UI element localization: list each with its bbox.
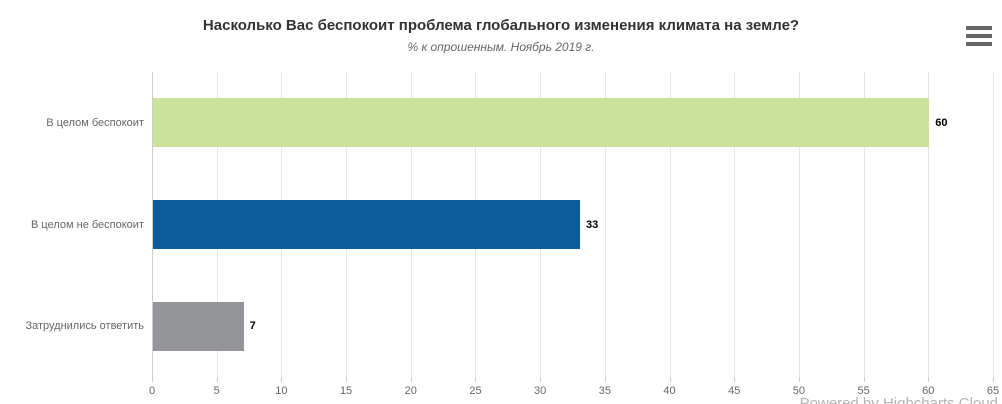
category-label: В целом беспокоит [46,116,144,129]
bar-1[interactable] [153,98,930,148]
x-tick-label: 35 [598,385,611,397]
x-tick-label: 45 [728,385,741,397]
x-gridline [798,72,800,377]
x-tick-mark [604,377,606,382]
x-tick-label: 25 [469,385,482,397]
x-tick-mark [928,377,930,382]
x-tick-mark [281,377,283,382]
bar-value-label: 60 [935,116,948,129]
x-tick-mark [216,377,218,382]
hamburger-icon [966,34,992,38]
x-tick-label: 20 [404,385,417,397]
x-gridline [993,72,994,377]
chart-subtitle: % к опрошенным. Ноябрь 2019 г. [407,40,595,54]
x-gridline [734,72,736,377]
hamburger-icon [966,42,992,46]
x-tick-mark [798,377,800,382]
chart-title: Насколько Вас беспокоит проблема глобаль… [202,17,800,34]
x-gridline [863,72,865,377]
category-label: В целом не беспокоит [31,218,144,231]
x-tick-label: 10 [275,385,288,397]
category-label: Затруднились ответить [25,320,144,333]
x-tick-label: 55 [857,385,870,397]
x-tick-label: 5 [213,385,220,397]
bar-3[interactable] [153,301,244,351]
x-tick-mark [993,377,994,382]
x-gridline [604,72,606,377]
x-tick-mark [475,377,477,382]
x-tick-mark [346,377,348,382]
bar-value-label: 7 [249,320,256,333]
x-tick-label: 15 [339,385,353,397]
category-axis-line [152,72,153,377]
x-tick-label: 0 [148,385,156,397]
x-tick-mark [863,377,865,382]
x-tick-label: 50 [792,385,806,397]
hamburger-icon [966,26,992,30]
x-gridline [669,72,671,377]
x-tick-mark [734,377,736,382]
x-tick-mark [669,377,671,382]
x-tick-label: 65 [986,385,1000,397]
x-tick-mark [540,377,542,382]
credits-link[interactable]: Powered by Highcharts Cloud [799,395,998,404]
x-tick-label: 40 [663,385,676,397]
x-tick-mark [152,377,153,382]
x-tick-label: 30 [534,385,547,397]
x-tick-mark [410,377,412,382]
x-tick-label: 60 [922,385,935,397]
bar-2[interactable] [153,200,580,249]
chart-context-menu-button[interactable] [966,26,994,46]
bar-value-label: 33 [585,218,599,231]
x-gridline [928,72,930,377]
